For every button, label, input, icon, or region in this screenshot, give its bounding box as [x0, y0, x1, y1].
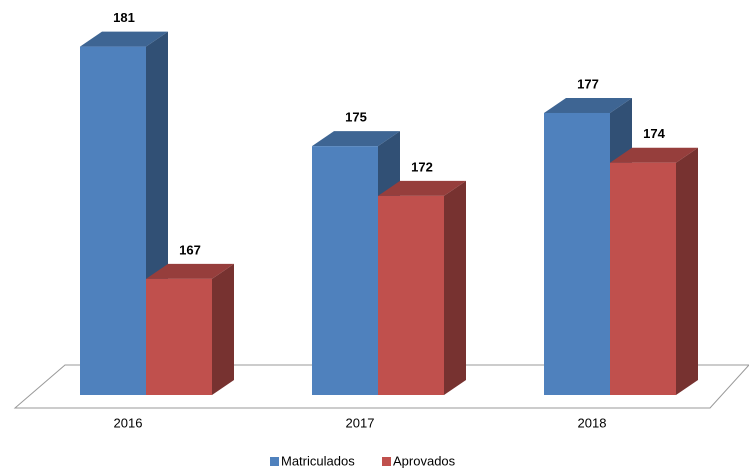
bar: [146, 263, 234, 395]
bar-top: [544, 97, 632, 113]
bar-side: [676, 147, 698, 395]
bar-front: [146, 278, 212, 395]
data-label: 175: [345, 110, 367, 125]
data-label: 172: [411, 159, 433, 174]
bar-top: [146, 263, 234, 279]
x-tick-label: 2017: [346, 415, 375, 430]
bar-top: [80, 31, 168, 47]
bar-front: [378, 195, 444, 395]
data-label: 181: [113, 10, 135, 25]
data-label: 174: [643, 126, 665, 141]
data-label: 167: [179, 242, 201, 257]
bar: [610, 147, 698, 395]
bar-top: [378, 180, 466, 196]
bar-front: [544, 112, 610, 396]
bar-front: [312, 146, 378, 395]
legend-label: Matriculados: [281, 453, 355, 468]
x-tick-label: 2018: [578, 415, 607, 430]
bar: [378, 180, 466, 395]
data-label: 177: [577, 76, 599, 91]
legend-swatch: [270, 457, 279, 466]
legend-swatch: [382, 457, 391, 466]
bar-front: [80, 46, 146, 395]
bar-top: [610, 147, 698, 163]
bar-top: [312, 131, 400, 147]
x-tick-label: 2016: [114, 415, 143, 430]
bar-side: [212, 263, 234, 395]
bar-front: [610, 162, 676, 395]
legend-label: Aprovados: [393, 453, 456, 468]
bar-side: [444, 180, 466, 395]
